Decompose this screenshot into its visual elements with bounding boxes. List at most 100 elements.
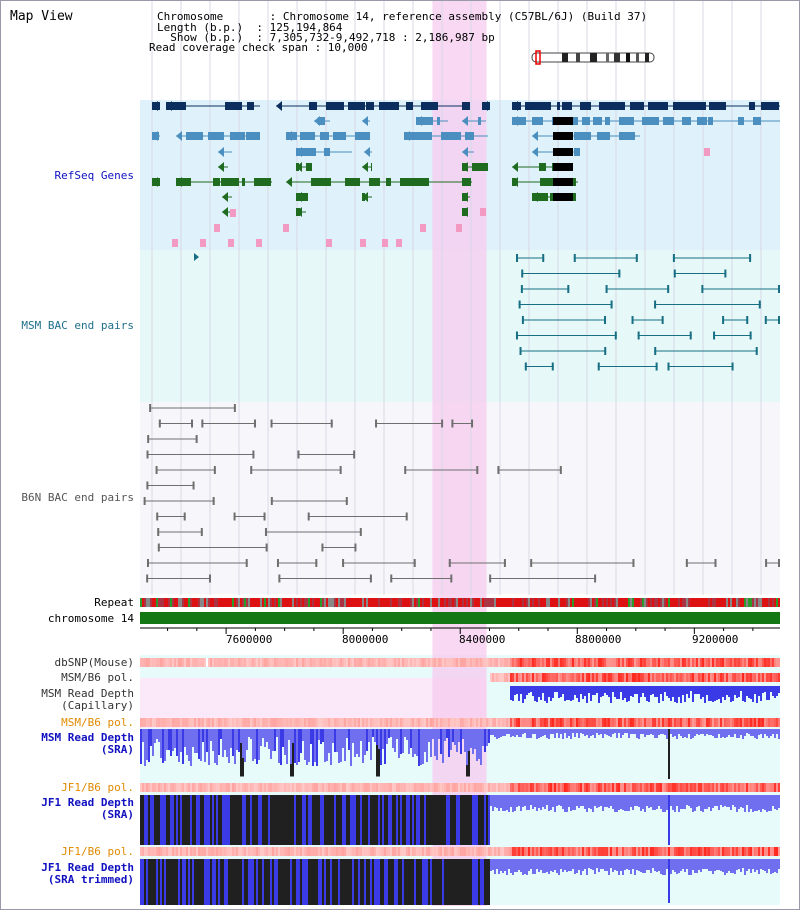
depth-bar — [446, 859, 448, 905]
refseq-track-label[interactable]: RefSeq Genes — [54, 169, 134, 182]
jf1-b6-pol-label-1[interactable]: JF1/B6 pol. — [61, 781, 134, 794]
polymorphism-cell — [182, 847, 184, 856]
depth-bar — [320, 729, 322, 744]
bac-end-marker — [263, 512, 266, 521]
msm-b6-pol-label-1[interactable]: MSM/B6 pol. — [61, 671, 134, 684]
depth-bar — [526, 686, 528, 695]
gene-strand-arrow — [512, 162, 518, 172]
repeat-element — [456, 598, 458, 607]
depth-bar — [150, 795, 152, 845]
depth-bar — [648, 795, 650, 808]
jf1-depth-sra-label[interactable]: JF1 Read Depth (SRA) — [41, 796, 134, 821]
depth-bar — [326, 729, 328, 761]
dbsnp-track-label[interactable]: dbSNP(Mouse) — [54, 656, 134, 669]
depth-bar — [738, 859, 740, 869]
repeat-element — [234, 598, 236, 607]
msm-depth-sra-label[interactable]: MSM Read Depth (SRA) — [41, 731, 134, 756]
repeat-element — [648, 598, 650, 607]
polymorphism-cell — [554, 847, 556, 856]
depth-bar — [164, 859, 166, 905]
polymorphism-cell — [166, 658, 168, 667]
polymorphism-cell — [654, 658, 656, 667]
chromosome-track-label[interactable]: chromosome 14 — [47, 612, 134, 625]
depth-bar — [710, 686, 712, 701]
polymorphism-cell — [372, 783, 374, 792]
depth-bar — [430, 795, 432, 845]
b6n-bac-track-label[interactable]: B6N BAC end pairs — [21, 491, 134, 504]
polymorphism-cell — [174, 658, 176, 667]
depth-bar — [664, 686, 666, 692]
gene-exon — [247, 102, 254, 110]
bac-end-marker — [610, 300, 613, 309]
depth-bar — [540, 795, 542, 810]
polymorphism-cell — [154, 658, 156, 667]
depth-bar — [756, 729, 758, 739]
depth-bar — [504, 729, 506, 736]
polymorphism-cell — [376, 783, 378, 792]
depth-bar — [292, 859, 294, 905]
depth-bar — [658, 729, 660, 735]
polymorphism-cell — [632, 783, 634, 792]
repeat-element — [722, 598, 724, 607]
polymorphism-cell — [726, 783, 728, 792]
polymorphism-cell — [218, 658, 220, 667]
polymorphism-cell — [570, 847, 572, 856]
polymorphism-cell — [554, 718, 556, 727]
polymorphism-cell — [346, 718, 348, 727]
depth-bar — [254, 795, 256, 845]
msm-bac-track-label[interactable]: MSM BAC end pairs — [21, 319, 134, 332]
polymorphism-cell — [328, 718, 330, 727]
bac-end-marker — [353, 450, 356, 459]
repeat-element — [638, 598, 640, 607]
polymorphism-cell — [598, 718, 600, 727]
polymorphism-cell — [546, 718, 548, 727]
depth-bar — [688, 859, 690, 875]
depth-bar — [184, 795, 186, 845]
depth-bar — [316, 859, 318, 905]
depth-bar — [452, 729, 454, 742]
depth-bar — [556, 729, 558, 733]
polymorphism-cell — [406, 783, 408, 792]
repeat-track-label[interactable]: Repeat — [94, 596, 134, 609]
bac-end-marker — [405, 512, 408, 521]
polymorphism-cell — [310, 783, 312, 792]
polymorphism-cell — [296, 718, 298, 727]
depth-bar — [158, 729, 160, 742]
msm-b6-pol-label-2[interactable]: MSM/B6 pol. — [61, 716, 134, 729]
polymorphism-cell — [774, 847, 776, 856]
depth-bar — [242, 859, 244, 905]
depth-bar — [600, 795, 602, 806]
polymorphism-cell — [214, 783, 216, 792]
depth-bar — [284, 795, 286, 845]
msm-depth-capillary-label[interactable]: MSM Read Depth (Capillary) — [41, 687, 134, 712]
polymorphism-cell — [414, 718, 416, 727]
depth-bar — [550, 686, 552, 701]
repeat-element — [382, 598, 384, 607]
depth-bar — [678, 729, 680, 734]
depth-bar — [574, 729, 576, 737]
polymorphism-cell — [544, 847, 546, 856]
repeat-element — [690, 598, 692, 607]
polymorphism-cell — [560, 673, 562, 682]
polymorphism-cell — [446, 658, 448, 667]
depth-bar — [328, 859, 330, 905]
jf1-b6-pol-label-2[interactable]: JF1/B6 pol. — [61, 845, 134, 858]
polymorphism-cell — [574, 783, 576, 792]
repeat-element — [522, 598, 524, 607]
polymorphism-cell — [438, 658, 440, 667]
depth-bar — [446, 729, 448, 738]
polymorphism-cell — [522, 783, 524, 792]
polymorphism-cell — [596, 718, 598, 727]
depth-bar — [504, 795, 506, 811]
polymorphism-cell — [484, 847, 486, 856]
jf1-depth-trimmed-label[interactable]: JF1 Read Depth (SRA trimmed) — [41, 861, 134, 886]
polymorphism-cell — [514, 847, 516, 856]
repeat-element — [610, 598, 612, 607]
depth-bar — [282, 859, 284, 905]
polymorphism-cell — [494, 673, 496, 682]
polymorphism-cell — [638, 783, 640, 792]
depth-bar — [438, 795, 440, 845]
depth-bar — [420, 729, 422, 765]
polymorphism-cell — [542, 658, 544, 667]
